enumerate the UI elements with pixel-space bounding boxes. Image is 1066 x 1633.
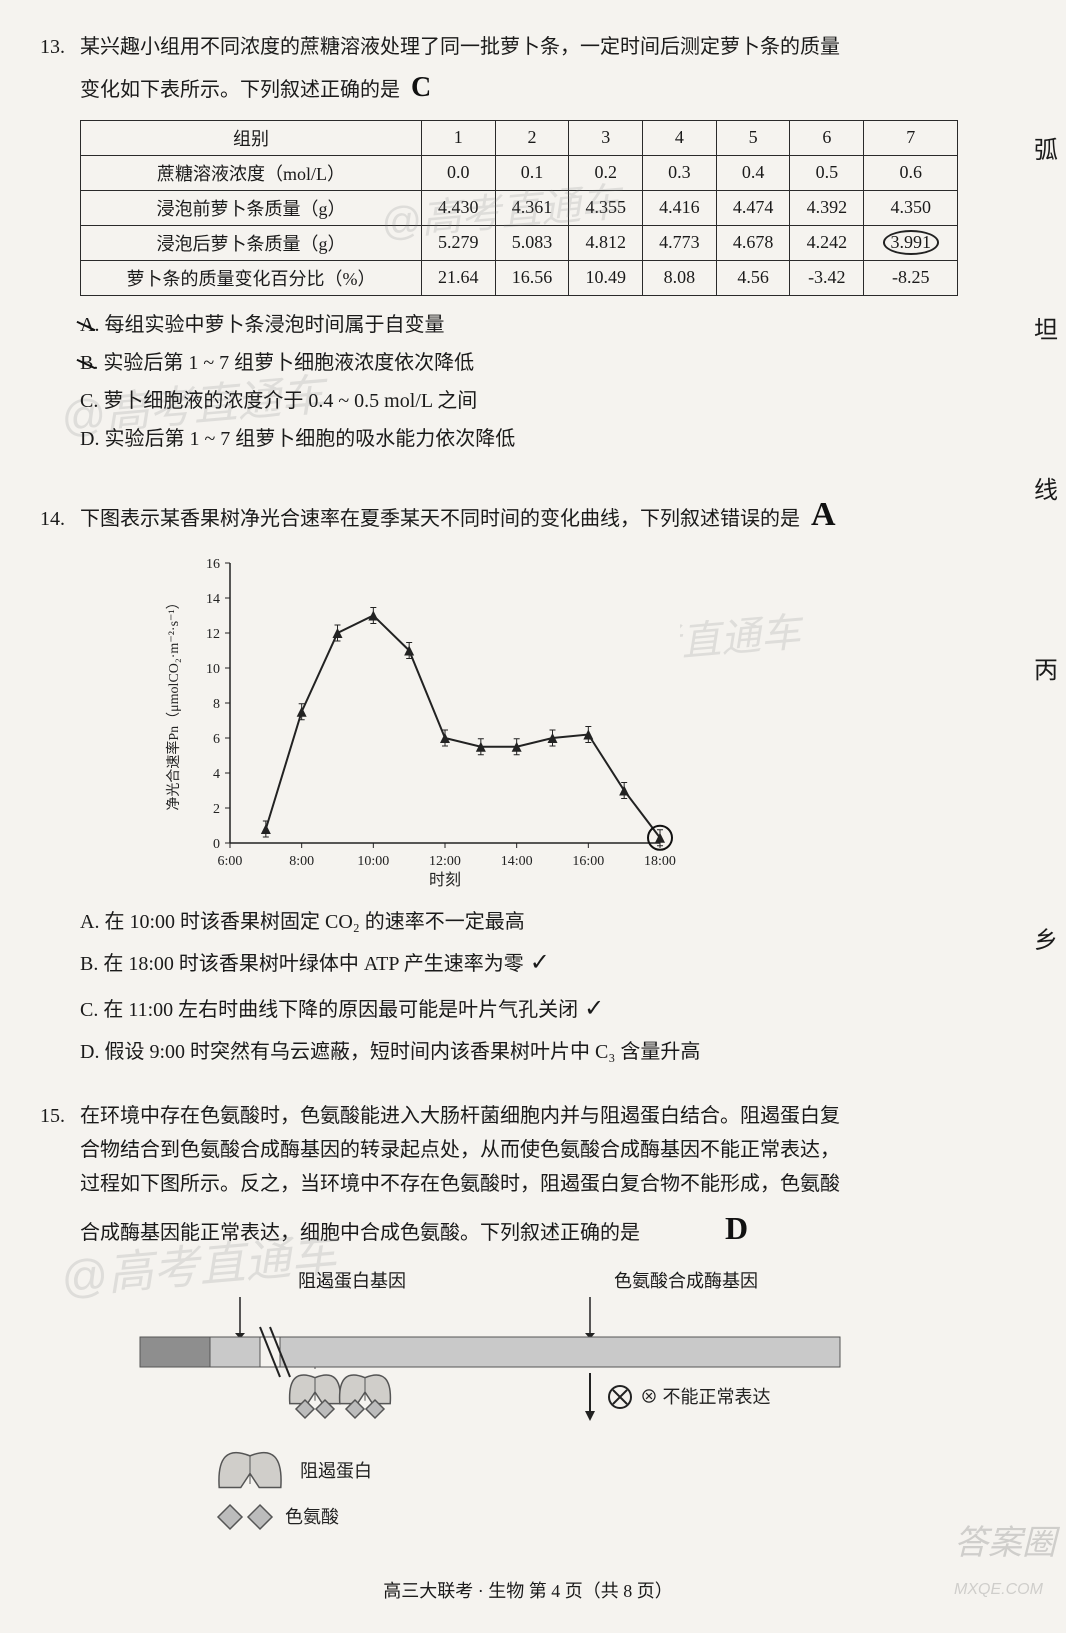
check-icon: ✓ <box>584 996 604 1022</box>
question-text-line: 合成酶基因能正常表达，细胞中合成色氨酸。下列叙述正确的是 <box>80 1222 640 1244</box>
option-b: B. 在 18:00 时该香果树叶绿体中 ATP 产生速率为零✓ <box>80 941 1016 987</box>
svg-text:8:00: 8:00 <box>289 854 314 869</box>
table-header: 5 <box>716 120 790 155</box>
margin-char: 弧 <box>1034 130 1058 165</box>
gene-diagram-svg: ⊗ 不能正常表达阻遏蛋白色氨酸 <box>100 1297 880 1537</box>
svg-text:时刻: 时刻 <box>429 871 461 889</box>
svg-text:4: 4 <box>213 767 220 782</box>
svg-text:16:00: 16:00 <box>572 854 604 869</box>
svg-text:16: 16 <box>206 557 220 572</box>
table-row: 浸泡后萝卜条质量（g）5.2795.0834.8124.7734.6784.24… <box>81 225 958 260</box>
handwritten-answer: C <box>411 72 431 103</box>
question-15: 15. 在环境中存在色氨酸时，色氨酸能进入大肠杆菌细胞内并与阻遏蛋白结合。阻遏蛋… <box>40 1099 1016 1537</box>
svg-text:8: 8 <box>213 697 220 712</box>
question-number: 13. <box>40 36 80 59</box>
margin-char: 乡 <box>1034 920 1058 955</box>
svg-text:色氨酸: 色氨酸 <box>285 1507 339 1527</box>
circled-value: 3.991 <box>883 230 940 255</box>
question-text-line: 在环境中存在色氨酸时，色氨酸能进入大肠杆菌细胞内并与阻遏蛋白结合。阻遏蛋白复 <box>80 1105 840 1127</box>
table-header: 组别 <box>81 120 422 155</box>
option-b: B. 实验后第 1 ~ 7 组萝卜细胞液浓度依次降低 <box>80 344 1016 382</box>
gene-diagram: 阻遏蛋白基因 色氨酸合成酶基因 ⊗ 不能正常表达阻遏蛋白色氨酸 <box>100 1267 1016 1537</box>
table-header: 3 <box>569 120 643 155</box>
table-header: 4 <box>643 120 717 155</box>
question-text-line: 某兴趣小组用不同浓度的蔗糖溶液处理了同一批萝卜条，一定时间后测定萝卜条的质量 <box>80 36 840 58</box>
option-a: A. 每组实验中萝卜条浸泡时间属于自变量 <box>80 306 1016 344</box>
svg-text:6:00: 6:00 <box>218 854 243 869</box>
svg-text:14:00: 14:00 <box>501 854 533 869</box>
handwritten-answer: A <box>811 496 836 533</box>
svg-text:0: 0 <box>213 837 220 852</box>
line-chart: 0 2 4 6 8 10 12 14 16 6:00 8:00 10:00 12:00 14:00 16:0… <box>160 553 680 893</box>
svg-text:10: 10 <box>206 662 220 677</box>
svg-text:6: 6 <box>213 732 220 747</box>
question-text: 下图表示某香果树净光合速率在夏季某天不同时间的变化曲线，下列叙述错误的是 <box>80 508 800 530</box>
svg-text:净光合速率Pn（μmolCO₂·m⁻²·s⁻¹）: 净光合速率Pn（μmolCO₂·m⁻²·s⁻¹） <box>165 596 182 811</box>
data-table: 组别 1 2 3 4 5 6 7 蔗糖溶液浓度（mol/L）0.00.10.20… <box>80 120 958 296</box>
table-row: 萝卜条的质量变化百分比（%）21.6416.5610.498.084.56-3.… <box>81 260 958 295</box>
svg-text:阻遏蛋白: 阻遏蛋白 <box>300 1461 372 1481</box>
table-header: 1 <box>421 120 495 155</box>
svg-text:2: 2 <box>213 802 220 817</box>
handwritten-answer: D <box>725 1210 748 1246</box>
chart-container: 0 2 4 6 8 10 12 14 16 6:00 8:00 10:00 12:00 14:00 16:0… <box>160 553 1016 893</box>
table-header: 2 <box>495 120 569 155</box>
question-text-line: 合物结合到色氨酸合成酶基因的转录起点处，从而使色氨酸合成酶基因不能正常表达， <box>80 1139 840 1161</box>
question-14: 14. 下图表示某香果树净光合速率在夏季某天不同时间的变化曲线，下列叙述错误的是… <box>40 486 1016 1071</box>
svg-text:⊗ 不能正常表达: ⊗ 不能正常表达 <box>640 1387 771 1407</box>
option-d: D. 假设 9:00 时突然有乌云遮蔽，短时间内该香果树叶片中 C₃ 含量升高 <box>80 1033 1016 1071</box>
margin-char: 线 <box>1034 470 1058 505</box>
diagram-label-right: 色氨酸合成酶基因 <box>614 1267 758 1293</box>
svg-text:18:00: 18:00 <box>644 854 676 869</box>
svg-text:12: 12 <box>206 627 220 642</box>
diagram-label-left: 阻遏蛋白基因 <box>298 1267 406 1293</box>
svg-text:14: 14 <box>206 592 220 607</box>
question-text-line: 过程如下图所示。反之，当环境中不存在色氨酸时，阻遏蛋白复合物不能形成，色氨酸 <box>80 1173 840 1195</box>
option-c: C. 萝卜细胞液的浓度介于 0.4 ~ 0.5 mol/L 之间 <box>80 382 1016 420</box>
option-c: C. 在 11:00 左右时曲线下降的原因最可能是叶片气孔关闭✓ <box>80 987 1016 1033</box>
table-header: 6 <box>790 120 864 155</box>
table-row: 浸泡前萝卜条质量（g）4.4304.3614.3554.4164.4744.39… <box>81 190 958 225</box>
svg-text:10:00: 10:00 <box>357 854 389 869</box>
check-icon: ✓ <box>530 950 550 976</box>
question-number: 15. <box>40 1105 80 1128</box>
page-footer: 高三大联考 · 生物 第 4 页（共 8 页） <box>40 1577 1016 1603</box>
question-number: 14. <box>40 508 80 531</box>
margin-char: 丙 <box>1034 650 1058 685</box>
margin-char: 坦 <box>1034 310 1058 345</box>
table-header: 7 <box>864 120 958 155</box>
option-d: D. 实验后第 1 ~ 7 组萝卜细胞的吸水能力依次降低 <box>80 420 1016 458</box>
svg-text:12:00: 12:00 <box>429 854 461 869</box>
question-13: 13. 某兴趣小组用不同浓度的蔗糖溶液处理了同一批萝卜条，一定时间后测定萝卜条的… <box>40 30 1016 458</box>
table-row: 蔗糖溶液浓度（mol/L）0.00.10.20.30.40.50.6 <box>81 155 958 190</box>
option-a: A. 在 10:00 时该香果树固定 CO₂ 的速率不一定最高 <box>80 903 1016 941</box>
question-text-line: 变化如下表所示。下列叙述正确的是 <box>80 79 400 101</box>
